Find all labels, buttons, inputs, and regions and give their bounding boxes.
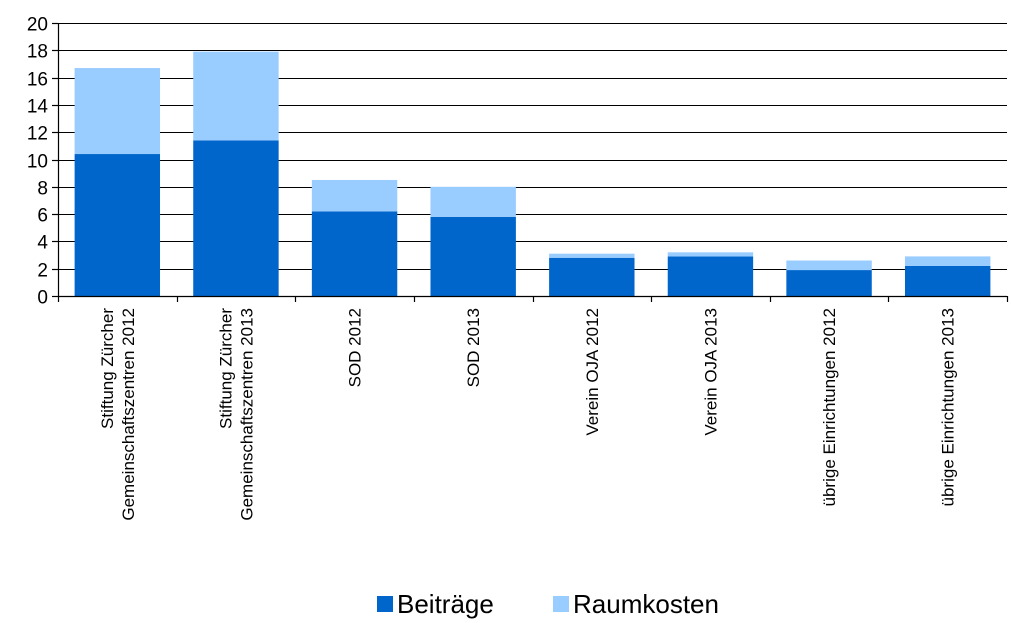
legend-label-raumkosten: Raumkosten [573,589,719,619]
bar-beitraege-7 [904,265,991,296]
y-tick-label: 2 [37,261,48,282]
x-category-label: Gemeinschaftszentren 2013 [237,308,256,521]
y-tick-label: 4 [37,233,48,254]
legend-label-beitraege: Beiträge [397,589,494,619]
bars [74,51,991,296]
bar-raumkosten-5 [667,252,754,257]
y-tick-label: 8 [37,179,48,200]
legend: Beiträge Raumkosten [377,589,719,619]
bar-beitraege-0 [74,154,161,296]
y-tick-label: 12 [27,124,48,145]
bar-beitraege-3 [430,216,516,296]
bar-beitraege-2 [311,211,398,296]
x-category-label: Verein OJA 2012 [583,308,602,436]
x-category-label: übrige Einrichtungen 2012 [820,308,839,506]
x-category-label: Gemeinschaftszentren 2012 [119,308,138,521]
bar-raumkosten-7 [904,256,991,266]
x-category-label: SOD 2013 [464,308,483,387]
bar-beitraege-6 [786,270,872,296]
y-tick-label: 20 [27,15,48,36]
y-tick-label: 6 [37,206,48,227]
y-tick-label: 10 [27,152,48,173]
y-tick-label: 18 [27,42,48,63]
bar-beitraege-1 [193,140,279,296]
legend-swatch-beitraege [377,596,393,612]
y-tick-label: 16 [27,70,48,91]
x-category-label: Verein OJA 2013 [701,308,720,436]
bar-raumkosten-0 [74,68,161,155]
axes [52,22,1009,302]
y-tick-label: 0 [37,288,48,309]
bar-beitraege-4 [549,257,635,296]
x-category-label: Stiftung Zürcher [98,308,117,429]
bar-raumkosten-6 [786,260,872,271]
x-category-label: SOD 2012 [346,308,365,387]
bar-beitraege-5 [667,256,754,296]
bar-raumkosten-4 [549,253,635,258]
bar-raumkosten-2 [311,179,398,212]
y-tick-label: 14 [27,97,49,118]
legend-swatch-raumkosten [553,596,569,612]
bar-raumkosten-1 [193,51,279,141]
x-category-label: Stiftung Zürcher [216,308,235,429]
x-category-label: übrige Einrichtungen 2013 [939,308,958,506]
bar-raumkosten-3 [430,186,516,217]
